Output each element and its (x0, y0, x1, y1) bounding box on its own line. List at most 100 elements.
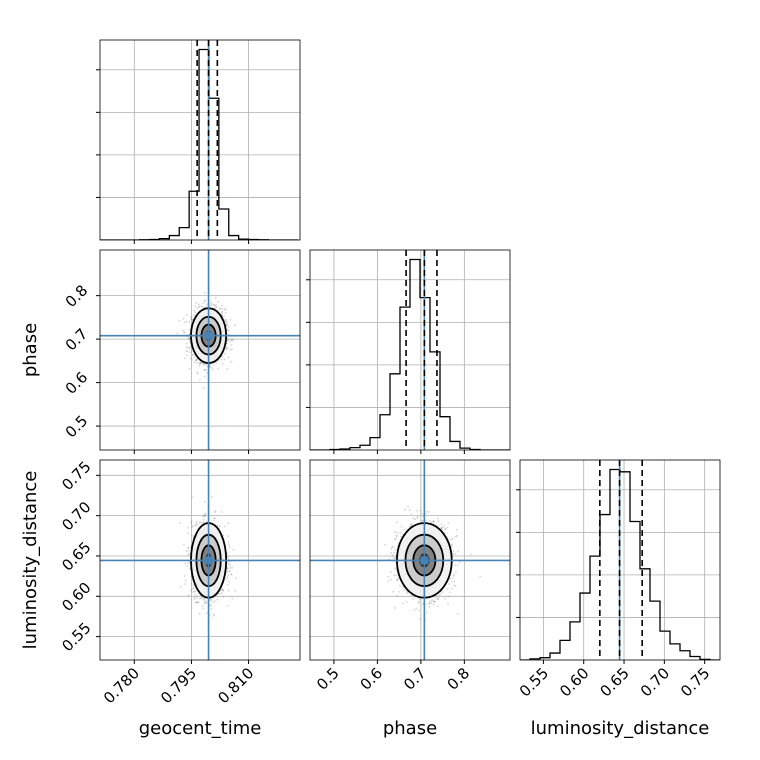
sample-point (413, 609, 415, 611)
sample-point (209, 604, 211, 607)
sample-point (394, 567, 396, 570)
sample-point (195, 601, 198, 604)
sample-point (200, 361, 202, 364)
sample-point (469, 553, 472, 556)
sample-point (214, 517, 216, 520)
sample-point (210, 301, 212, 303)
sample-point (231, 348, 233, 351)
sample-point (188, 367, 191, 370)
sample-point (224, 352, 227, 355)
sample-point (403, 589, 406, 591)
sample-point (199, 362, 202, 365)
sample-point (193, 598, 196, 601)
sample-point (190, 534, 193, 537)
sample-point (220, 588, 223, 591)
sample-point (212, 614, 215, 617)
sample-point (430, 602, 433, 605)
sample-point (391, 554, 394, 556)
sample-point (218, 524, 221, 527)
sample-point (213, 304, 215, 307)
sample-point (218, 307, 221, 310)
sample-point (198, 363, 201, 365)
sample-point (193, 596, 196, 599)
sample-point (407, 505, 410, 508)
y-tick-label: 0.6 (62, 368, 92, 398)
sample-point (202, 363, 205, 366)
panel-phase-vs-luminosity_distance: 0.5 0.6 0.7 0.8 (309, 459, 511, 694)
sample-point (452, 550, 455, 553)
sample-point (414, 518, 417, 521)
sample-point (213, 613, 215, 616)
sample-point (409, 523, 412, 526)
sample-point (394, 607, 397, 609)
sample-point (225, 320, 228, 323)
sample-point (195, 522, 198, 525)
sample-point (188, 552, 191, 555)
sample-point (190, 522, 193, 524)
sample-point (203, 363, 206, 366)
sample-point (405, 528, 408, 531)
sample-point (433, 596, 436, 599)
sample-point (416, 509, 418, 512)
sample-point (194, 590, 197, 592)
sample-point (222, 589, 224, 592)
sample-point (190, 582, 193, 585)
sample-point (187, 549, 190, 552)
sample-point (202, 607, 205, 610)
sample-point (227, 356, 230, 359)
sample-point (191, 353, 194, 356)
sample-point (197, 306, 200, 309)
sample-point (196, 307, 198, 310)
sample-point (179, 586, 182, 588)
sample-point (440, 527, 443, 530)
sample-point (431, 521, 433, 524)
sample-point (432, 600, 435, 603)
sample-point (439, 593, 442, 596)
sample-point (440, 527, 442, 530)
sample-point (432, 521, 435, 524)
sample-point (187, 532, 190, 534)
sample-point (224, 312, 227, 314)
sample-point (191, 526, 193, 529)
sample-point (229, 569, 232, 572)
sample-point (191, 358, 193, 361)
y-tick-label: 0.8 (62, 281, 92, 311)
sample-point (411, 523, 414, 526)
sample-point (421, 602, 424, 605)
sample-point (226, 552, 229, 555)
sample-point (176, 332, 178, 335)
sample-point (191, 354, 194, 357)
sample-point (195, 358, 198, 361)
sample-point (214, 296, 217, 299)
sample-point (449, 538, 452, 541)
sample-point (190, 318, 193, 321)
sample-point (410, 512, 413, 515)
sample-point (209, 304, 212, 307)
sample-point (189, 357, 192, 360)
sample-point (200, 521, 202, 524)
sample-point (449, 577, 452, 580)
sample-point (437, 598, 440, 601)
y-tick-label: 0.7 (62, 325, 92, 355)
sample-point (227, 555, 230, 558)
sample-point (204, 512, 207, 515)
sample-point (394, 548, 397, 551)
sample-point (210, 495, 213, 498)
sample-point (421, 512, 423, 515)
sample-point (446, 526, 449, 529)
sample-point (203, 601, 206, 604)
sample-point (196, 358, 198, 361)
sample-point (436, 598, 438, 600)
sample-point (416, 517, 419, 519)
sample-point (195, 359, 198, 362)
sample-point (455, 534, 458, 537)
sample-point (227, 584, 229, 586)
sample-point (190, 315, 192, 318)
sample-point (206, 520, 208, 523)
sample-point (444, 528, 447, 531)
sample-point (392, 590, 395, 593)
x-tick-label: 0.75 (677, 664, 713, 700)
sample-point (225, 319, 228, 321)
sample-point (436, 517, 439, 520)
sample-point (203, 514, 206, 517)
